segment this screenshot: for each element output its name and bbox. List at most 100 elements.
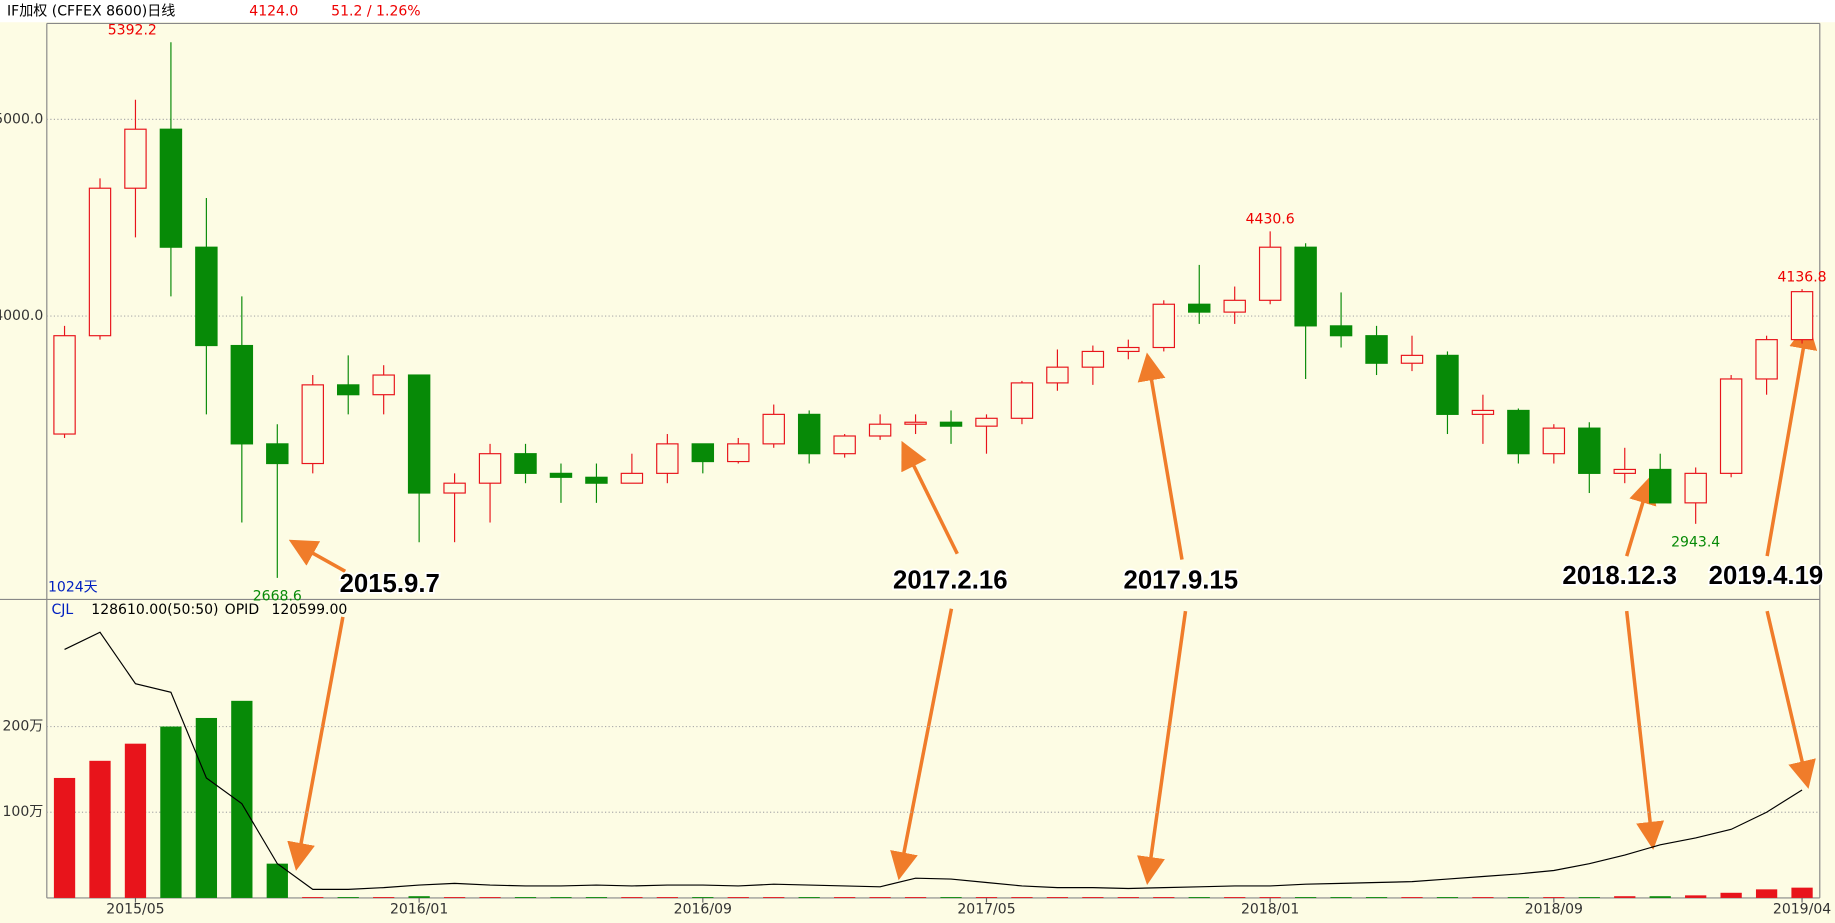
volume-bar [266,863,288,898]
volume-bar [373,897,395,898]
candle-body [656,443,679,474]
candle-body [620,472,644,484]
volume-bar [1685,895,1707,898]
annotation-label: 2017.2.16 [893,567,1008,595]
volume-bar [1046,897,1069,898]
volume-bar [1614,896,1636,898]
low-label: 2943.4 [1671,535,1720,551]
candle-body [1365,335,1388,364]
candle-body [585,476,608,484]
volume-bar [195,717,218,898]
y-tick-label: 5000.0 [0,111,43,127]
legend-value: 120599.00 [272,602,348,618]
candle-body [975,417,998,427]
x-tick-label: 2018/09 [1525,902,1583,918]
candle-body [1294,246,1317,327]
candle-body [1046,366,1069,384]
candle-body [443,482,466,494]
candle-body [1755,339,1778,380]
volume-bar [160,726,182,898]
volume-bar [940,897,962,898]
volume-bar [1507,897,1530,898]
volume-bar [231,700,253,898]
annotation-label: 2017.9.15 [1124,567,1239,595]
candle-body [1684,472,1707,504]
volume-bar [1082,897,1104,898]
header-bar [0,0,1835,23]
annotation-label: 2015.9.7 [340,570,440,598]
high-label: 4136.8 [1778,269,1827,285]
volume-bar [1578,897,1600,898]
candle-body [1117,346,1140,353]
candle-body [1010,382,1034,419]
annotation-arrow [890,608,954,881]
candle-body [762,413,785,445]
volume-bar [1117,897,1139,898]
arrows [287,320,1818,885]
volume-bar [1401,897,1423,898]
high-label: 5392.2 [108,23,157,39]
candle-body [1329,325,1353,337]
candle-body [691,443,715,463]
volume-bar [408,896,430,898]
candle-body [159,128,183,248]
legend-name: OPID [225,602,259,618]
candle-body [1188,303,1211,313]
x-tick-label: 2016/09 [674,902,732,918]
annotation-arrow [1624,610,1665,850]
low-label: 2668.6 [253,589,302,605]
opid-line [64,631,1803,890]
x-tick-label: 2019/04 [1773,902,1831,918]
volume-bar [975,897,998,898]
candle-body [868,423,892,437]
candle-body [1648,468,1672,504]
candle-body [1152,303,1176,349]
volume-bar [1720,892,1742,898]
candle-body [266,443,289,465]
volume-bar [869,897,891,898]
volume-bar [1224,897,1246,898]
candle-body [1790,291,1814,341]
y-tick-label: 4000.0 [0,308,43,324]
volume-bar [1649,896,1671,898]
volume-bar [550,897,572,898]
volume-bar [656,897,678,898]
annotation-label: 2018.12.3 [1562,562,1677,590]
volume-bar [514,897,537,898]
candle-body [1436,354,1459,415]
volume-bar [443,897,466,898]
candle-body [301,384,324,465]
volume-bar [89,760,111,898]
candle-body [549,472,573,478]
volume-bar [763,897,785,898]
volume-bar [1294,897,1317,898]
header-change: 51.2 / 1.26% [331,4,420,20]
volume-bar [727,897,749,898]
volume-bar [1436,897,1459,898]
volume-bar [621,897,643,898]
volume-bar [798,897,820,898]
legend-name: CJL [51,602,73,618]
volume-bar [834,897,856,898]
candle-body [407,374,431,494]
candle-body [336,384,360,396]
header-last: 4124.0 [249,4,298,20]
annotation-arrow [1765,320,1818,557]
candle-body [833,435,856,455]
header-title: IF加权 (CFFEX 8600)日线 [7,4,175,20]
candle-body [53,335,76,435]
legend-value: 128610.00(50:50) [91,602,218,618]
volume-bar [1259,897,1281,898]
candle-body [939,421,963,427]
annotation-arrow [901,440,959,555]
volume-bar [1755,889,1778,898]
candle-body [797,413,821,455]
candle-body [1258,246,1282,301]
candle-body [1223,299,1246,313]
candle-body [904,421,927,425]
candle-body [1471,409,1495,415]
volume-bar [302,897,324,898]
volume-bar [479,897,501,898]
volume-bar [1011,897,1033,898]
